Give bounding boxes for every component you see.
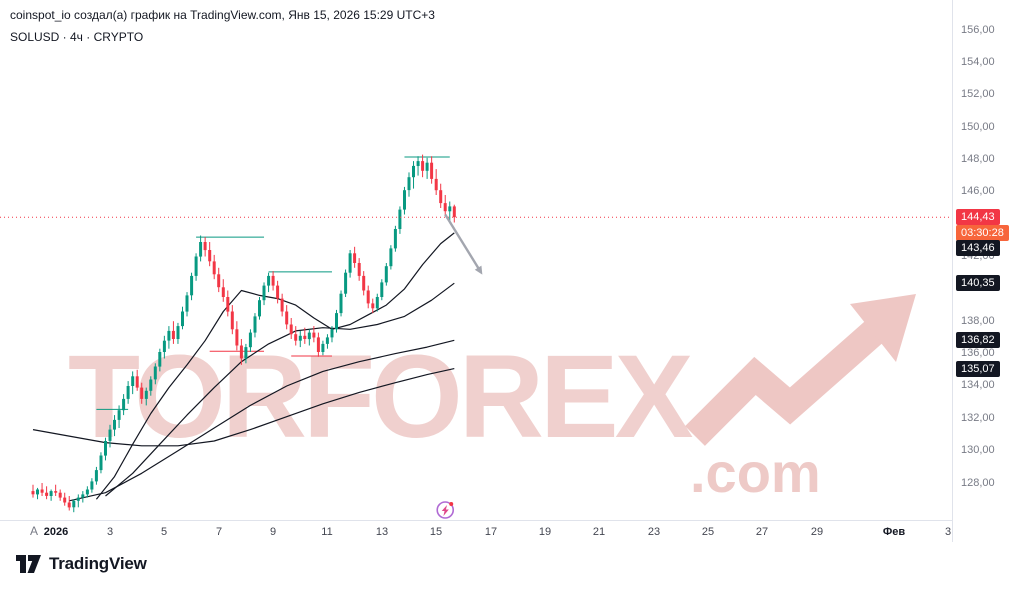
time-tick-label: 2026 — [43, 526, 69, 538]
current-price-badge: 144,43 — [956, 209, 1000, 225]
price-tick-label: 148,00 — [961, 153, 995, 165]
tradingview-logo-text: TradingView — [49, 554, 147, 573]
time-tick-label: 29 — [810, 526, 824, 538]
chart-canvas[interactable] — [0, 0, 952, 542]
time-tick-label: 3 — [106, 526, 114, 538]
time-tick-label: 21 — [592, 526, 606, 538]
price-tick-label: 130,00 — [961, 444, 995, 456]
time-axis[interactable]: 2026 3 5 7 9 11 13 15 17 19 21 23 25 27 29 Фев 3 — [0, 520, 1024, 543]
time-tick-label: 3 — [944, 526, 952, 538]
price-tick-label: 146,00 — [961, 185, 995, 197]
ma-1 — [95, 232, 455, 500]
price-tick-label: 132,00 — [961, 412, 995, 424]
ma-lines — [32, 232, 455, 502]
auto-scale-button[interactable]: A — [30, 524, 39, 538]
ma-price-badge: 136,82 — [956, 332, 1000, 348]
ma-4 — [32, 368, 455, 447]
lightning-event-icon[interactable] — [436, 501, 455, 519]
time-tick-label: 17 — [484, 526, 498, 538]
time-tick-label: 27 — [755, 526, 769, 538]
price-tick-label: 134,00 — [961, 379, 995, 391]
trend-arrow-drawing[interactable] — [444, 213, 483, 275]
time-tick-label: 7 — [215, 526, 223, 538]
time-tick-label: 11 — [321, 526, 333, 538]
level-lines — [96, 156, 450, 410]
time-tick-label: 25 — [701, 526, 715, 538]
time-tick-label: 19 — [538, 526, 552, 538]
price-tick-label: 152,00 — [961, 88, 995, 100]
time-tick-label: 5 — [160, 526, 168, 538]
tradingview-logo[interactable]: TradingView — [16, 550, 147, 578]
price-tick-label: 136,00 — [961, 347, 995, 359]
ma-2 — [105, 282, 455, 497]
tradingview-logo-icon — [16, 554, 41, 573]
ma-price-badge: 140,35 — [956, 275, 1000, 291]
time-tick-label: 15 — [429, 526, 443, 538]
countdown-badge: 03:30:28 — [956, 225, 1009, 241]
price-tick-label: 154,00 — [961, 56, 995, 68]
time-tick-label: 9 — [269, 526, 277, 538]
time-tick-label: 23 — [647, 526, 661, 538]
price-axis[interactable]: 156,00 154,00 152,00 150,00 148,00 146,00 142,… — [952, 0, 1024, 542]
ma-price-badge: 143,46 — [956, 240, 1000, 256]
price-tick-label: 128,00 — [961, 477, 995, 489]
chart-header: coinspot_io создал(а) график на TradingV… — [10, 7, 435, 45]
candles-layer — [31, 154, 456, 513]
symbol-legend[interactable]: SOLUSD · 4ч · CRYPTO — [10, 30, 144, 44]
ma-3 — [69, 339, 455, 502]
time-tick-label: 13 — [375, 526, 389, 538]
price-tick-label: 138,00 — [961, 315, 995, 327]
time-tick-label: Фев — [882, 526, 906, 538]
attribution-text: coinspot_io создал(а) график на TradingV… — [10, 8, 435, 22]
price-tick-label: 150,00 — [961, 121, 995, 133]
ma-price-badge: 135,07 — [956, 361, 1000, 377]
price-tick-label: 156,00 — [961, 24, 995, 36]
